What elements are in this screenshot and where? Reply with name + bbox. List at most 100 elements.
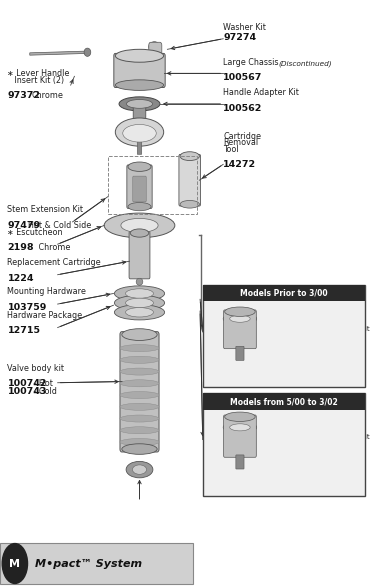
FancyBboxPatch shape — [149, 42, 162, 59]
Ellipse shape — [180, 201, 199, 208]
Ellipse shape — [225, 412, 255, 421]
Ellipse shape — [119, 97, 160, 111]
Ellipse shape — [115, 286, 165, 301]
Text: ∗ Lever Handle: ∗ Lever Handle — [7, 69, 70, 78]
Text: Replacement Cartridge: Replacement Cartridge — [7, 258, 101, 267]
Ellipse shape — [123, 124, 156, 142]
Text: Valve body kit: Valve body kit — [7, 364, 64, 373]
Ellipse shape — [149, 42, 160, 52]
Text: ∗ Escutcheon: ∗ Escutcheon — [7, 228, 63, 237]
Bar — [0, 543, 193, 584]
Circle shape — [2, 544, 28, 583]
Text: Mounting Hardware: Mounting Hardware — [7, 288, 86, 296]
Ellipse shape — [120, 368, 159, 375]
Text: 100567: 100567 — [223, 73, 263, 82]
Polygon shape — [30, 51, 87, 55]
Text: Removal: Removal — [223, 139, 258, 147]
Ellipse shape — [128, 162, 151, 171]
Ellipse shape — [126, 298, 153, 308]
Ellipse shape — [180, 152, 199, 160]
Ellipse shape — [136, 278, 143, 285]
Ellipse shape — [120, 392, 159, 399]
FancyBboxPatch shape — [129, 231, 150, 279]
Text: 103759: 103759 — [7, 303, 47, 312]
FancyBboxPatch shape — [120, 332, 159, 452]
Ellipse shape — [122, 444, 157, 454]
Text: Chrome: Chrome — [32, 91, 64, 100]
Text: 97479: 97479 — [7, 221, 41, 230]
FancyBboxPatch shape — [133, 176, 146, 202]
Ellipse shape — [115, 80, 164, 90]
FancyBboxPatch shape — [137, 140, 142, 154]
Ellipse shape — [225, 307, 255, 316]
Text: Models from 5/00 to 3/02: Models from 5/00 to 3/02 — [230, 397, 337, 406]
Ellipse shape — [104, 213, 175, 238]
Text: 103456: 103456 — [329, 473, 364, 481]
Ellipse shape — [120, 427, 159, 434]
Ellipse shape — [120, 438, 159, 446]
Text: 14272: 14272 — [223, 160, 256, 169]
Text: Hot & Cold Side: Hot & Cold Side — [28, 221, 91, 230]
Ellipse shape — [128, 203, 151, 211]
Ellipse shape — [120, 403, 159, 410]
Text: 100742: 100742 — [7, 379, 47, 388]
Text: 97372: 97372 — [7, 91, 41, 100]
Text: Chrome: Chrome — [26, 243, 70, 252]
Ellipse shape — [121, 218, 158, 232]
FancyBboxPatch shape — [179, 154, 201, 206]
Text: Stem Extension Kit: Stem Extension Kit — [7, 205, 83, 214]
Text: - Cold: - Cold — [31, 387, 57, 396]
Text: - Hot: - Hot — [31, 379, 52, 388]
Text: Large Chassis: Large Chassis — [223, 58, 281, 67]
Text: 2198: 2198 — [7, 243, 34, 252]
Ellipse shape — [120, 415, 159, 422]
Ellipse shape — [132, 465, 147, 474]
Text: M•pact™ System: M•pact™ System — [35, 558, 142, 569]
Ellipse shape — [120, 380, 159, 387]
Ellipse shape — [120, 345, 159, 352]
Text: Hardware Package: Hardware Package — [7, 311, 83, 320]
Ellipse shape — [115, 49, 164, 62]
Ellipse shape — [115, 295, 165, 311]
Text: 97274: 97274 — [223, 33, 256, 42]
Bar — [203, 393, 365, 496]
Ellipse shape — [126, 99, 153, 108]
Ellipse shape — [223, 421, 257, 433]
Ellipse shape — [223, 313, 257, 325]
Ellipse shape — [84, 48, 91, 56]
Text: Cartridge: Cartridge — [223, 132, 261, 141]
FancyBboxPatch shape — [224, 415, 256, 457]
Text: 97371: 97371 — [329, 364, 358, 373]
Text: Handle
Adapter Kit: Handle Adapter Kit — [329, 319, 370, 332]
Text: Handle Adapter Kit: Handle Adapter Kit — [223, 89, 299, 97]
Ellipse shape — [120, 356, 159, 363]
Bar — [203, 393, 365, 410]
Text: M: M — [9, 558, 20, 569]
Text: (Discontinued): (Discontinued) — [278, 60, 332, 67]
Bar — [108, 156, 197, 214]
Ellipse shape — [122, 329, 157, 340]
Text: Handle
Adapter Kit: Handle Adapter Kit — [329, 427, 370, 440]
Ellipse shape — [115, 118, 164, 146]
Text: 100743: 100743 — [7, 387, 47, 396]
Text: Tool: Tool — [223, 145, 239, 154]
Ellipse shape — [126, 289, 153, 298]
Ellipse shape — [130, 229, 149, 237]
Text: 100562: 100562 — [223, 104, 263, 113]
Ellipse shape — [126, 461, 153, 478]
FancyBboxPatch shape — [224, 310, 256, 349]
Ellipse shape — [230, 315, 250, 322]
Bar — [203, 285, 365, 301]
Text: Washer Kit: Washer Kit — [223, 23, 266, 32]
Ellipse shape — [126, 308, 153, 317]
Text: 12715: 12715 — [7, 326, 41, 335]
FancyBboxPatch shape — [236, 346, 244, 360]
Bar — [203, 285, 365, 387]
Text: Models Prior to 3/00: Models Prior to 3/00 — [240, 288, 327, 298]
Ellipse shape — [115, 305, 165, 320]
Text: Insert Kit (2): Insert Kit (2) — [7, 76, 65, 85]
FancyBboxPatch shape — [236, 455, 244, 469]
Ellipse shape — [230, 424, 250, 431]
FancyBboxPatch shape — [127, 165, 152, 208]
Text: 1224: 1224 — [7, 274, 34, 282]
